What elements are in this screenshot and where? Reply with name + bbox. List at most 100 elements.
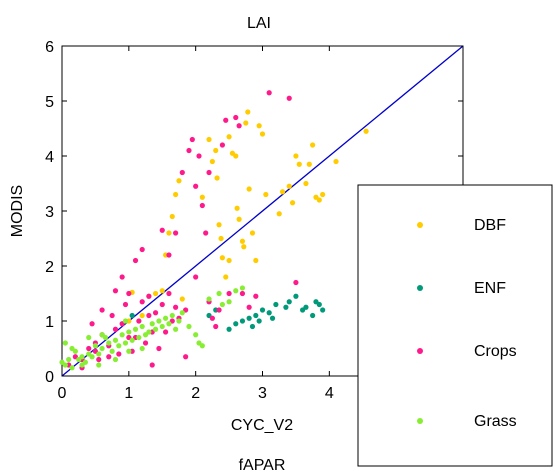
- data-point-enf: [249, 323, 256, 330]
- data-point-grass: [173, 326, 179, 332]
- data-point-grass: [106, 340, 112, 346]
- data-point-grass: [109, 348, 115, 354]
- data-point-dbf: [306, 161, 312, 167]
- data-point-dbf: [333, 158, 339, 165]
- data-point-crops: [199, 202, 205, 209]
- legend-box: [357, 184, 553, 467]
- data-point-crops: [193, 183, 199, 189]
- data-point-crops: [109, 312, 115, 319]
- data-point-enf: [320, 307, 326, 313]
- data-point-crops: [266, 90, 272, 96]
- data-point-crops: [223, 117, 229, 123]
- data-point-grass: [136, 334, 142, 341]
- data-point-crops: [89, 321, 95, 327]
- data-point-crops: [173, 230, 179, 236]
- data-point-dbf: [246, 186, 252, 192]
- data-point-grass: [99, 332, 105, 338]
- data-point-dbf: [209, 158, 215, 165]
- data-point-crops: [116, 351, 122, 357]
- data-point-crops: [209, 315, 215, 321]
- data-points: [59, 90, 369, 371]
- data-point-crops: [286, 95, 292, 101]
- data-point-grass: [176, 318, 182, 324]
- data-point-dbf: [303, 180, 309, 187]
- data-point-grass: [162, 315, 169, 321]
- legend-items: DBF ENF Crops Grass: [417, 217, 517, 430]
- data-point-dbf: [239, 238, 246, 244]
- data-point-dbf: [279, 189, 286, 195]
- data-point-enf: [266, 310, 272, 316]
- data-point-grass: [69, 365, 75, 371]
- data-point-grass: [226, 299, 232, 305]
- data-point-enf: [283, 304, 289, 310]
- data-point-dbf: [259, 131, 266, 137]
- data-point-crops: [253, 293, 259, 299]
- data-point-grass: [79, 354, 85, 360]
- data-point-crops: [216, 307, 222, 313]
- data-point-grass: [89, 354, 95, 360]
- bottom-subplot-title: fAPAR: [239, 457, 286, 474]
- data-point-grass: [116, 343, 122, 349]
- data-point-grass: [139, 345, 145, 352]
- legend-label-enf: ENF: [474, 280, 506, 297]
- data-point-dbf: [169, 213, 175, 220]
- data-point-dbf: [241, 244, 247, 250]
- y-tick-label: 0: [45, 369, 54, 386]
- data-point-dbf: [218, 235, 224, 242]
- y-tick-label: 2: [45, 259, 54, 276]
- data-point-crops: [152, 310, 159, 316]
- data-point-dbf: [320, 191, 326, 198]
- legend-label-dbf: DBF: [474, 217, 506, 234]
- y-tick-label: 1: [45, 314, 54, 331]
- data-point-dbf: [245, 109, 251, 115]
- data-point-enf: [129, 312, 135, 319]
- data-point-grass: [166, 321, 172, 327]
- data-point-crops: [179, 169, 185, 176]
- data-point-grass: [92, 343, 99, 349]
- data-point-dbf: [363, 128, 369, 134]
- data-point-grass: [179, 310, 185, 316]
- data-point-crops: [159, 227, 165, 233]
- data-point-dbf: [179, 296, 185, 302]
- legend-label-crops: Crops: [474, 343, 517, 360]
- data-point-dbf: [256, 123, 262, 129]
- legend: DBF ENF Crops Grass: [357, 184, 553, 467]
- data-point-dbf: [176, 178, 182, 184]
- data-point-dbf: [159, 288, 165, 294]
- data-point-crops: [122, 301, 129, 308]
- data-point-grass: [132, 326, 139, 332]
- data-point-grass: [69, 345, 75, 352]
- x-axis-ticks: 0 1 2 3 4: [58, 46, 334, 402]
- data-point-dbf: [293, 153, 299, 159]
- data-point-enf: [316, 301, 322, 308]
- data-point-grass: [156, 318, 162, 324]
- data-point-dbf: [226, 257, 232, 264]
- data-point-dbf: [243, 120, 249, 126]
- data-point-enf: [293, 293, 299, 299]
- data-point-crops: [193, 274, 199, 280]
- data-point-grass: [206, 296, 212, 302]
- data-point-dbf: [310, 142, 316, 148]
- series-enf: [129, 293, 326, 332]
- legend-marker-enf: [417, 285, 423, 291]
- data-point-dbf: [296, 161, 302, 167]
- legend-label-grass: Grass: [474, 413, 517, 430]
- data-point-grass: [122, 340, 129, 346]
- x-tick-label: 3: [258, 385, 267, 402]
- data-point-crops: [126, 290, 132, 297]
- data-point-grass: [122, 318, 129, 324]
- data-point-grass: [66, 356, 72, 363]
- data-point-crops: [99, 307, 105, 313]
- data-point-enf: [273, 301, 279, 308]
- data-point-grass: [129, 337, 135, 343]
- data-point-crops: [96, 356, 102, 363]
- data-point-grass: [62, 362, 68, 368]
- data-point-grass: [99, 345, 105, 352]
- data-point-dbf: [234, 205, 240, 211]
- data-point-crops: [166, 290, 172, 297]
- data-point-dbf: [286, 183, 292, 189]
- x-axis-label: CYC_V2: [231, 417, 293, 434]
- y-tick-label: 3: [45, 204, 54, 221]
- y-axis-label: MODIS: [9, 185, 26, 237]
